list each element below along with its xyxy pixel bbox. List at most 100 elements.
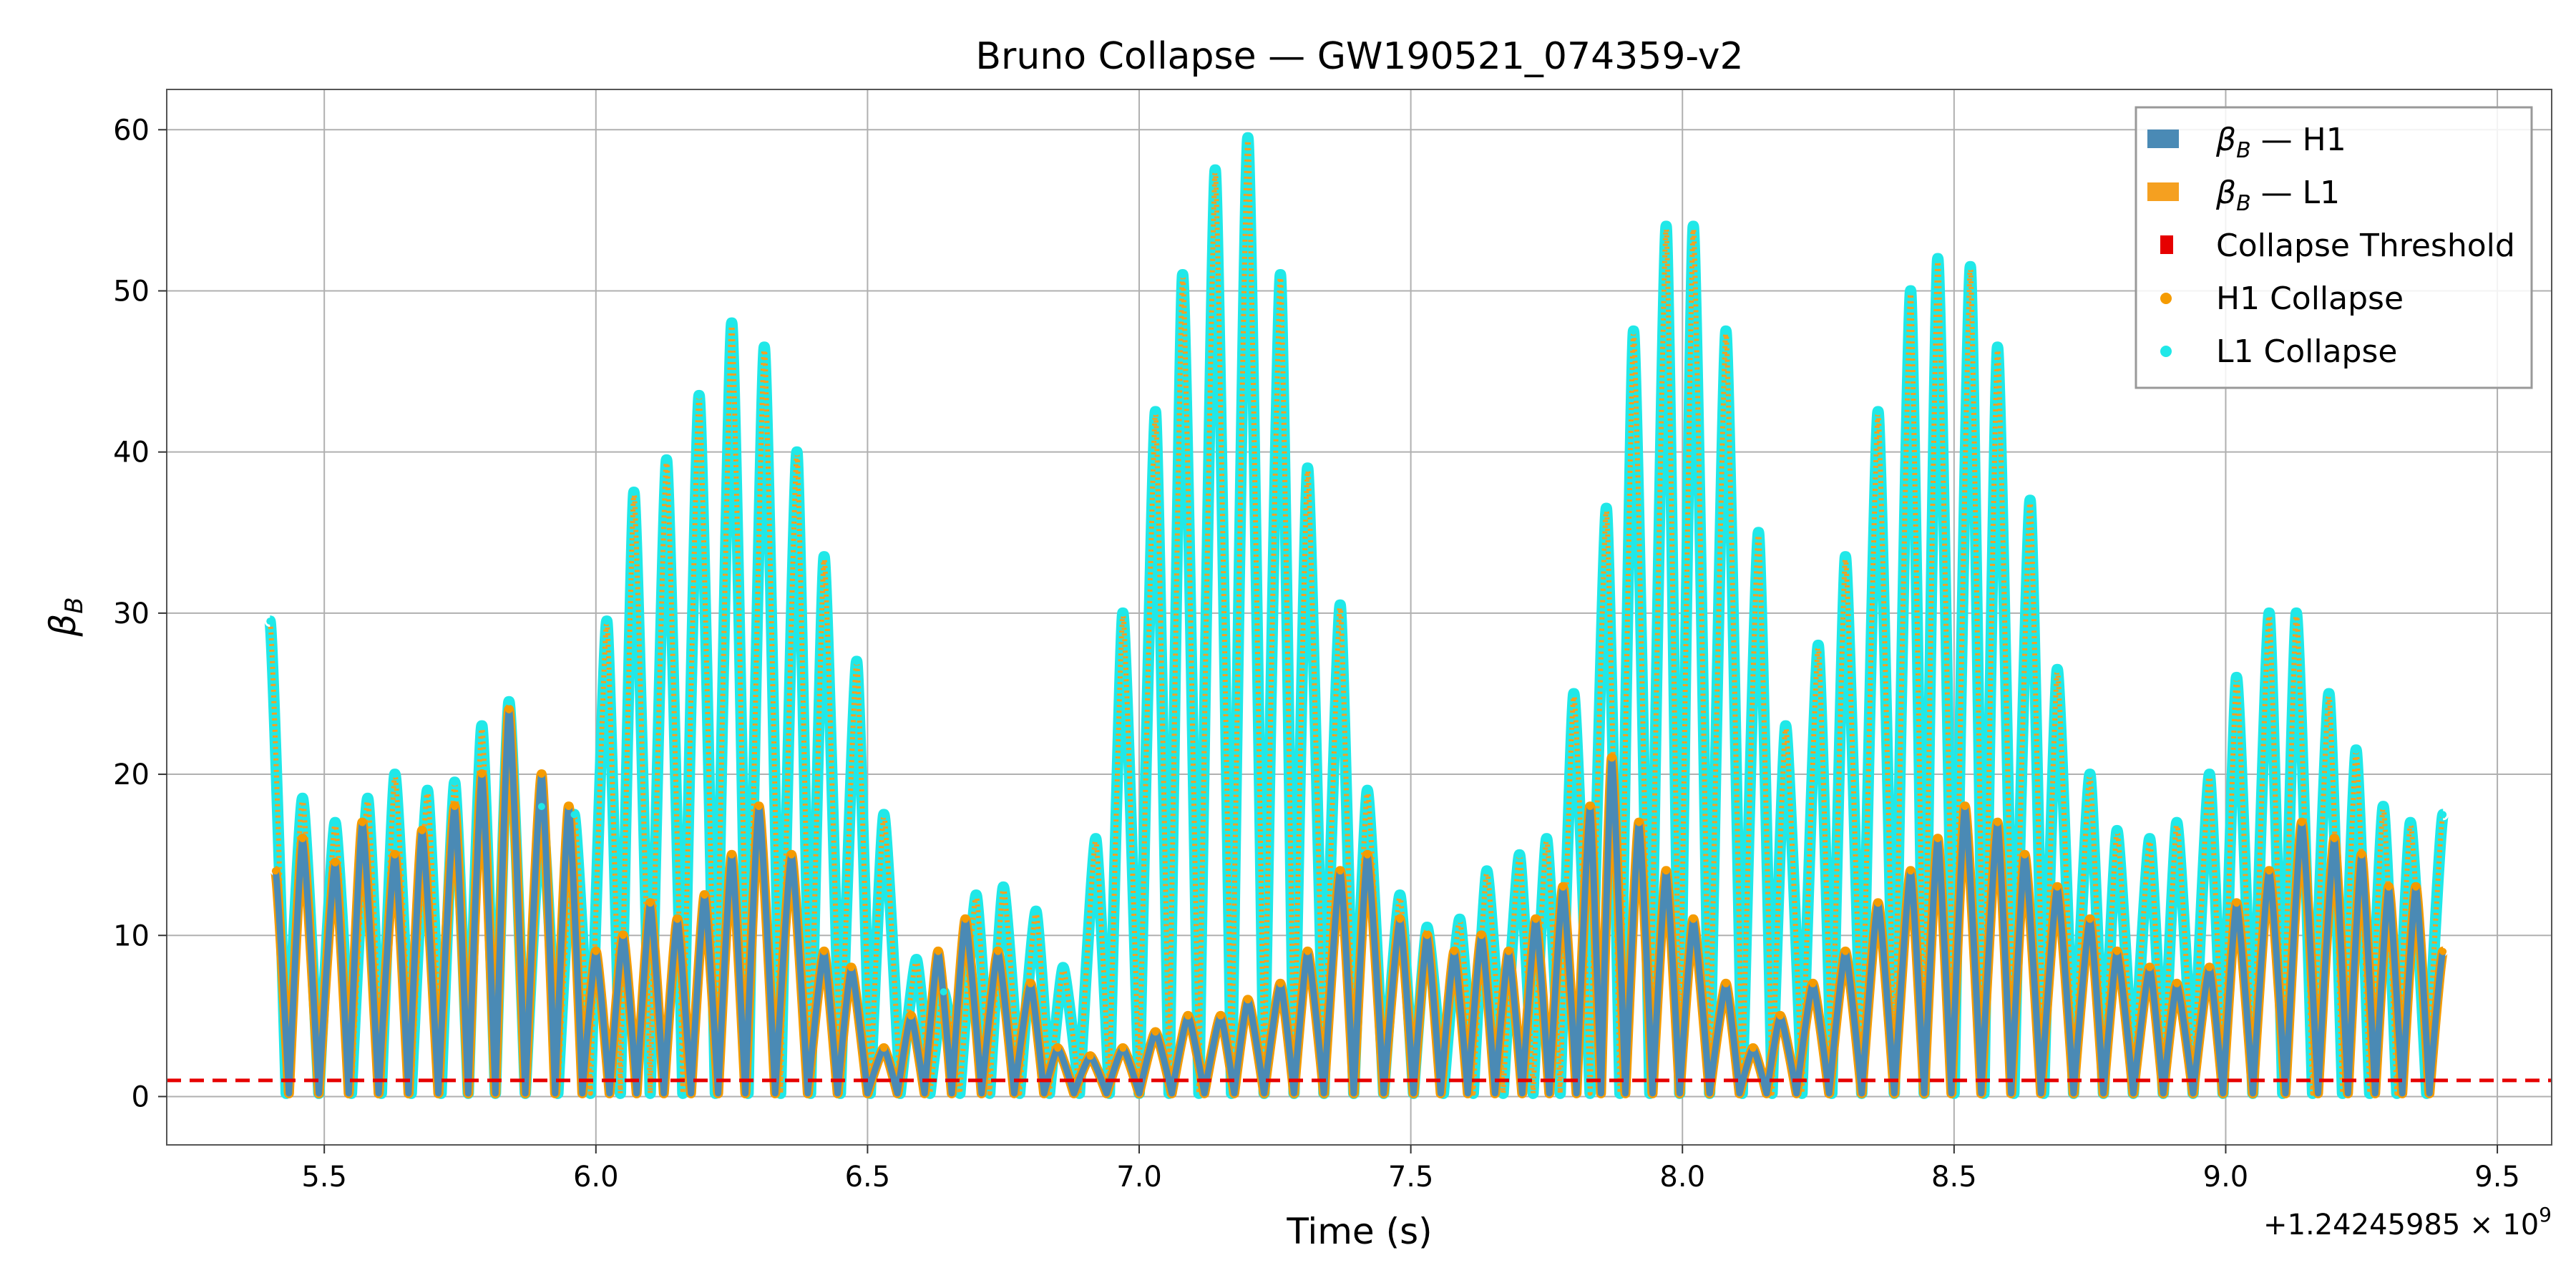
x-tick-label: 6.5 [845, 1161, 891, 1194]
l1-peak-point [696, 391, 703, 399]
legend-label: Collapse Threshold [2216, 228, 2515, 264]
l1-peak-point [2233, 673, 2240, 681]
h1-peak-point [1689, 915, 1697, 923]
h1-peak-point [2054, 883, 2062, 891]
l1-peak-point [2113, 826, 2121, 834]
l1-peak-point [2352, 746, 2360, 754]
l1-peak-point [1689, 223, 1697, 230]
h1-peak-point [592, 947, 600, 955]
legend-label: H1 Collapse [2216, 280, 2404, 317]
h1-peak-point [451, 803, 459, 811]
l1-peak-point [266, 618, 274, 625]
h1-peak-point [537, 771, 545, 779]
l1-peak-point [2146, 835, 2154, 843]
h1-peak-point [2298, 819, 2306, 826]
l1-peak-point [2173, 819, 2181, 826]
h1-peak-point [1842, 947, 1850, 955]
l1-peak-point [880, 811, 888, 819]
legend-beta: β [2215, 175, 2236, 211]
l1-peak-point [1874, 408, 1882, 416]
h1-peak-point [1396, 915, 1404, 923]
h1-peak-point [1054, 1044, 1062, 1052]
y-tick-label: 40 [113, 436, 150, 469]
h1-peak-point [2439, 947, 2447, 955]
h1-peak-point [565, 803, 572, 811]
plot-frame [166, 89, 2552, 1146]
l1-peak-point [793, 448, 801, 456]
legend-square-marker [2160, 235, 2173, 254]
h1-peak-point [847, 964, 855, 972]
h1-peak-point [2233, 899, 2240, 907]
h1-peak-point [2086, 915, 2094, 923]
h1-peak-point [1532, 915, 1540, 923]
legend-dot-marker [2160, 293, 2172, 304]
legend-box [2135, 106, 2533, 389]
h1-peak-point [2113, 947, 2121, 955]
h1-peak-point [1586, 803, 1594, 811]
legend-label-rest: — H1 [2251, 122, 2346, 158]
h1-peak-point [1086, 1053, 1094, 1060]
l1-peak-point [1151, 408, 1159, 416]
l1-peak-point [505, 698, 513, 706]
chart-title: Bruno Collapse — GW190521_074359-v2 [975, 35, 1743, 78]
h1-peak-point [1277, 980, 1284, 987]
legend-label: βB — L1 [2215, 175, 2340, 216]
y-tick-label: 20 [113, 758, 150, 791]
x-tick-label: 7.0 [1116, 1161, 1162, 1194]
h1-peak-point [1559, 883, 1567, 891]
l1-peak-point [1396, 891, 1404, 899]
l1-peak-point [972, 891, 980, 899]
l1-peak-point [1363, 786, 1371, 794]
l1-peak-point [1092, 835, 1100, 843]
l1-peak-point [1966, 263, 1974, 270]
l1-peak-point [2026, 497, 2034, 504]
h1-peak-point [298, 835, 306, 843]
h1-peak-point [1608, 754, 1616, 762]
h1-peak-point [1635, 819, 1643, 826]
h1-peak-point [1874, 899, 1882, 907]
h1-peak-point [1776, 1012, 1784, 1020]
plot-series-group [167, 132, 2552, 1099]
x-tick-label: 5.5 [301, 1161, 347, 1194]
l1-peak-point [2439, 811, 2447, 819]
h1-peak-point [478, 771, 486, 779]
l1-peak-point [1755, 529, 1762, 537]
h1-peak-point [1478, 932, 1485, 940]
l1-peak-point [2205, 771, 2213, 779]
l1-peak-point [1336, 601, 1344, 609]
h1-peak-point [1216, 1012, 1224, 1020]
l1-peak-point [728, 319, 736, 327]
h1-peak-point [358, 819, 366, 826]
legend-beta-subscript: B [2236, 191, 2251, 216]
l1-peak-point [1907, 287, 1915, 295]
h1-peak-point [2331, 835, 2338, 843]
h1-peak-point [1119, 1044, 1127, 1052]
l1-peak-point [451, 779, 459, 786]
l1-peak-point [602, 618, 610, 625]
legend-label-rest: — L1 [2251, 175, 2340, 211]
l1-peak-point [1000, 883, 1008, 891]
x-tick-label: 9.0 [2203, 1161, 2249, 1194]
y-tick-label: 60 [113, 114, 150, 147]
h1-peak-point [1450, 947, 1458, 955]
h1-peak-point [1027, 980, 1035, 987]
y-tick-label: 0 [132, 1080, 150, 1113]
h1-peak-point [880, 1044, 888, 1052]
legend-beta: β [2215, 122, 2236, 158]
tick-layer: 5.5 6.0 6.5 7.0 7.5 8.0 8.5 9.0 9.5 0 10 20 30 40 50 60 [113, 114, 2520, 1194]
h1-peak-point [1907, 867, 1915, 875]
x-tick-label: 7.5 [1388, 1161, 1434, 1194]
h1-peak-point [2385, 883, 2393, 891]
l1-peak-point [1304, 464, 1312, 472]
h1-peak-point [2146, 964, 2154, 972]
x-offset-text: +1.24245985 × 109 [2263, 1203, 2552, 1241]
x-tick-label: 8.0 [1659, 1161, 1705, 1194]
l1-peak-point [1934, 255, 1942, 263]
legend-patch [2147, 130, 2179, 148]
h1-peak-point [2358, 851, 2366, 859]
l1-peak-point [1059, 964, 1067, 972]
l1-peak-point [1629, 327, 1637, 335]
h1-peak-point [1505, 947, 1513, 955]
